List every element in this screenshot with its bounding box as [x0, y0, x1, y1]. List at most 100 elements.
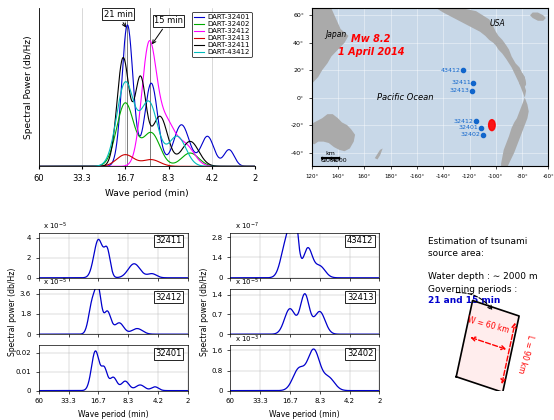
Polygon shape — [375, 146, 383, 160]
Polygon shape — [312, 8, 348, 84]
Text: x 10$^{-5}$: x 10$^{-5}$ — [43, 277, 68, 288]
Polygon shape — [456, 300, 519, 392]
DART-32413 — [122, 152, 129, 157]
Text: x 10$^{-5}$: x 10$^{-5}$ — [43, 220, 68, 232]
DART-32401 — [252, 164, 258, 169]
Line: DART-32402: DART-32402 — [39, 103, 255, 166]
Line: DART-32411: DART-32411 — [39, 58, 255, 166]
DART-32402 — [122, 100, 129, 105]
DART-32413 — [213, 164, 220, 169]
DART-32401 — [124, 22, 131, 27]
Text: 32412: 32412 — [454, 118, 474, 123]
DART-32402 — [153, 136, 160, 141]
DART-32411 — [138, 76, 145, 81]
DART-43412 — [247, 164, 254, 169]
DART-32402 — [138, 135, 145, 140]
DART-32401 — [165, 152, 171, 157]
DART-32411 — [140, 82, 147, 87]
Polygon shape — [325, 39, 342, 54]
Line: DART-43412: DART-43412 — [39, 81, 255, 166]
DART-32412 — [153, 68, 160, 74]
Polygon shape — [501, 81, 529, 172]
DART-32401 — [247, 164, 254, 169]
DART-32412 — [252, 164, 258, 169]
Text: 32412: 32412 — [156, 293, 182, 302]
DART-32413 — [140, 158, 147, 163]
Text: Water depth : ∼ 2000 m
Governing periods :: Water depth : ∼ 2000 m Governing periods… — [428, 272, 538, 294]
DART-43412 — [213, 164, 220, 169]
DART-32401 — [140, 122, 147, 127]
DART-32411 — [213, 163, 220, 168]
X-axis label: Wave period (min): Wave period (min) — [269, 410, 340, 419]
Y-axis label: Spectral power (db/Hz): Spectral power (db/Hz) — [199, 268, 209, 356]
Text: x 10$^{-7}$: x 10$^{-7}$ — [235, 220, 259, 232]
DART-32401 — [153, 102, 160, 107]
Text: x 10$^{-3}$: x 10$^{-3}$ — [235, 333, 259, 344]
DART-32411 — [247, 164, 254, 169]
Text: USA: USA — [489, 19, 505, 28]
DART-32412 — [35, 164, 42, 169]
Text: x 10$^{-5}$: x 10$^{-5}$ — [235, 277, 259, 288]
Text: Mw 8.2
1 April 2014: Mw 8.2 1 April 2014 — [337, 34, 404, 57]
DART-32412 — [140, 80, 146, 85]
DART-43412 — [35, 164, 42, 169]
DART-32412 — [165, 116, 171, 121]
DART-32401 — [213, 152, 220, 157]
Text: 4000: 4000 — [331, 158, 347, 163]
Text: 32413: 32413 — [450, 88, 470, 93]
DART-43412 — [122, 79, 129, 84]
Text: 21 min: 21 min — [104, 10, 132, 27]
DART-32411 — [153, 118, 160, 123]
DART-43412 — [165, 141, 171, 146]
Ellipse shape — [489, 120, 495, 131]
DART-32401 — [35, 164, 42, 169]
Text: 43412: 43412 — [347, 236, 373, 245]
X-axis label: Wave period (min): Wave period (min) — [78, 410, 148, 419]
DART-32413 — [247, 164, 254, 169]
Text: 32413: 32413 — [347, 293, 373, 302]
DART-32413 — [165, 163, 171, 168]
DART-32402 — [165, 158, 171, 163]
DART-32401 — [138, 129, 145, 134]
DART-43412 — [140, 104, 147, 109]
Line: DART-32401: DART-32401 — [39, 25, 255, 166]
DART-32402 — [35, 164, 42, 169]
Polygon shape — [302, 114, 355, 151]
Polygon shape — [520, 73, 526, 87]
DART-32412 — [213, 164, 220, 169]
DART-32402 — [247, 164, 254, 169]
DART-32411 — [35, 164, 42, 169]
Text: Japan: Japan — [325, 30, 346, 39]
Text: 32411: 32411 — [156, 236, 182, 245]
DART-32402 — [140, 135, 147, 140]
DART-43412 — [138, 106, 145, 111]
DART-32412 — [247, 164, 254, 169]
Text: Pacific Ocean: Pacific Ocean — [377, 93, 434, 102]
DART-32413 — [138, 158, 145, 163]
DART-32402 — [213, 164, 220, 169]
Text: 43412: 43412 — [440, 68, 460, 73]
DART-32412 — [146, 38, 153, 43]
Polygon shape — [530, 13, 546, 21]
Line: DART-32413: DART-32413 — [39, 155, 255, 166]
DART-32413 — [153, 158, 160, 163]
DART-32411 — [120, 55, 127, 60]
DART-43412 — [153, 117, 160, 122]
Text: 32411: 32411 — [451, 80, 471, 85]
Text: km: km — [326, 151, 336, 156]
Text: 32401: 32401 — [156, 349, 182, 358]
DART-32411 — [165, 134, 171, 139]
Text: 32402: 32402 — [460, 132, 480, 137]
Text: 0: 0 — [320, 158, 324, 163]
Text: 32402: 32402 — [347, 349, 373, 358]
Text: 2000: 2000 — [323, 158, 338, 163]
Y-axis label: Spectral Power (db/Hz): Spectral Power (db/Hz) — [24, 36, 33, 139]
DART-32413 — [252, 164, 258, 169]
Text: 15 min: 15 min — [152, 16, 183, 43]
DART-32411 — [252, 164, 258, 169]
Text: W = 60 km: W = 60 km — [466, 316, 510, 336]
Line: DART-32412: DART-32412 — [39, 41, 255, 166]
Text: L = 90 km: L = 90 km — [516, 333, 535, 373]
Y-axis label: Spectral power (db/Hz): Spectral power (db/Hz) — [8, 268, 17, 356]
Text: 21 and 15 min: 21 and 15 min — [428, 296, 500, 305]
